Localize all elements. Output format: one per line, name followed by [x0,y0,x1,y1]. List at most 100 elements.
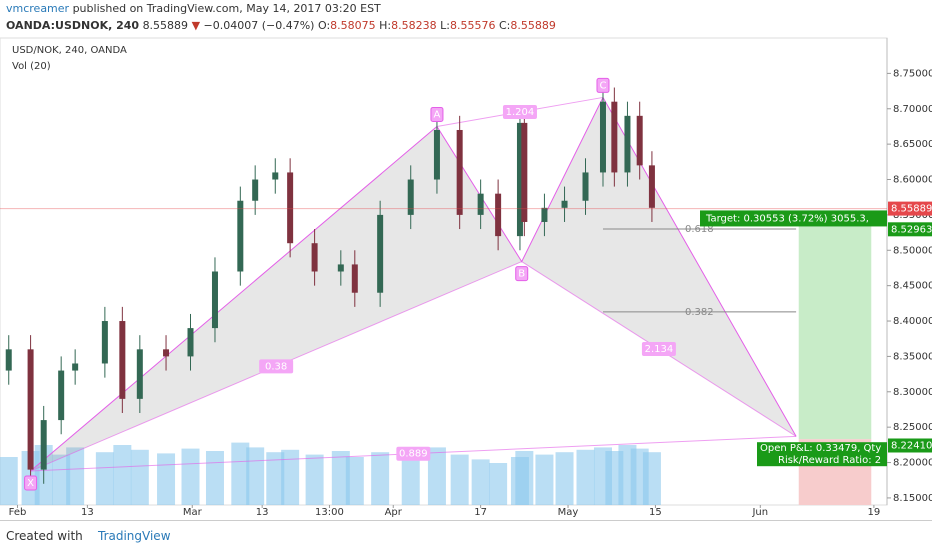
price-marker [888,438,932,453]
y-tick-label: 8.40000 [893,316,932,327]
candle-body [407,179,414,215]
pattern-point-label: C [599,80,606,91]
y-tick-label: 8.45000 [893,281,932,292]
y-tick-label: 8.60000 [893,175,932,186]
volume-bar [66,447,85,505]
published: published on TradingView.com, May 14, 20… [72,2,381,15]
candle-body [599,101,606,173]
volume-bar [345,457,364,505]
indicator-label: Vol (20) [12,61,51,72]
header: vmcreamer published on TradingView.com, … [0,0,932,36]
ohlc-key: L: [440,19,450,32]
candle-body [72,363,79,371]
volume-bar [331,451,350,505]
pattern-point-box [430,106,444,122]
volume-bar [95,452,114,505]
ohlc-value: 8.58075 [330,19,376,32]
volume-bar [515,451,534,505]
target-label-box [700,210,887,227]
candle-body [477,193,484,215]
created-with: Created with [6,529,83,543]
candle-body [187,328,194,357]
volume-bar [130,449,149,505]
candle-body [516,122,523,237]
pnl-label: Open P&L: 0.33479, Qty [760,443,881,454]
y-tick-label: 8.15000 [893,493,932,504]
chart-title: USD/NOK, 240, OANDA [12,45,127,56]
ratio-label: 0.38 [265,361,287,372]
y-tick-label: 8.75000 [893,68,932,79]
ohlc-key: O: [317,19,331,32]
ohlc-key: H: [379,19,392,32]
volume-bar [642,452,661,505]
candle-body [433,129,440,180]
plot-area [0,37,888,506]
candle-body [252,179,259,201]
volume-bar [555,452,574,505]
pattern-point-box [24,475,38,491]
pattern-fill [521,97,797,437]
volume-bar [489,463,508,505]
author[interactable]: vmcreamer [6,2,70,15]
candle-body [311,243,318,272]
volume-bar [113,445,132,505]
candle-body [287,172,294,244]
quote-line: OANDA:USDNOK, 240 8.55889 ▼ −0.04007 (−0… [6,19,556,32]
arrow: ▼ [191,19,201,32]
y-tick-label: 8.20000 [893,458,932,469]
candle-body [377,214,384,293]
candle-body [337,264,344,272]
ratio-label: 0.889 [399,449,428,460]
x-tick-label: Apr [385,507,403,518]
ohlc-item: C:8.55889 [495,19,556,32]
publish-line: vmcreamer published on TradingView.com, … [6,2,381,15]
last: 8.55889 [142,19,189,32]
ratio-label: 1.204 [506,107,535,118]
x-tick-label: 13 [256,507,269,518]
ohlc-value: 8.55576 [449,19,496,32]
candle-body [5,349,12,371]
x-tick-label: Mar [183,507,203,518]
volume-bar [450,454,469,505]
price-marker [888,201,932,216]
y-tick-label: 8.25000 [893,422,932,433]
volume-bar [266,452,285,505]
pattern-point-label: A [434,109,441,120]
volume-bar [205,451,224,505]
volume-bar [401,449,420,505]
candle-body [272,172,279,180]
brand[interactable]: TradingView [98,529,171,543]
candle-body [495,193,502,237]
ratio-box [502,104,537,119]
candle-body [611,101,618,173]
y-tick-label: 8.30000 [893,387,932,398]
pattern-point-box [596,77,610,93]
x-tick-label: 15 [649,507,662,518]
volume-bar [246,447,265,505]
candle-body [58,370,65,421]
ratio-box [259,359,294,374]
pattern-point-label: X [27,478,34,489]
candle-body [101,321,108,364]
pattern-fill [30,126,522,472]
y-tick-label: 8.65000 [893,139,932,150]
price-marker [888,222,932,237]
y-tick-label: 8.50000 [893,245,932,256]
x-tick-label: Feb [9,507,27,518]
ohlc-item: H:8.58238 [376,19,437,32]
candle-body [648,165,655,208]
x-tick-label: May [558,507,579,518]
volume-bar [535,454,554,505]
candle-body [521,122,528,222]
ohlc-value: 8.55889 [510,19,556,32]
volume-bar [181,448,200,505]
volume-bar [0,457,18,505]
target-zone [798,218,872,440]
ohlc-item: L:8.55576 [437,19,496,32]
candle-body [40,420,47,470]
ohlc-value: 8.58238 [391,19,437,32]
candle-body [211,271,218,329]
candle-body [624,115,631,173]
ratio-label: 2.134 [645,344,674,355]
